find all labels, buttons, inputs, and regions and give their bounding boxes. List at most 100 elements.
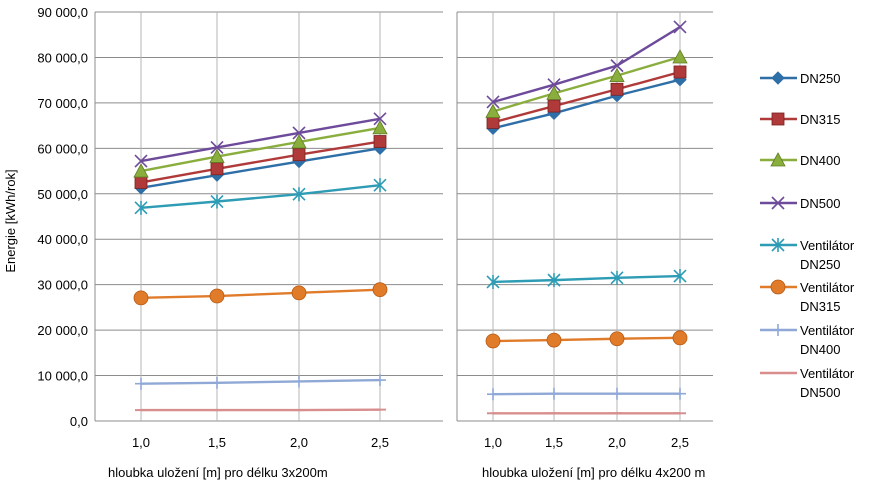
left-panel: 0,0 10 000,0 20 000,0 30 000,0 40 000,0 50 00…: [37, 5, 443, 480]
data-point: [210, 162, 224, 176]
data-point: [610, 270, 624, 285]
x-tick-label: 1,0: [132, 435, 150, 450]
legend-label: Ventilátor: [800, 323, 855, 338]
data-point: [486, 274, 500, 289]
x-tick-label: 2,5: [671, 435, 689, 450]
x-tick-label: 1,5: [545, 435, 563, 450]
legend-label: Ventilátor: [800, 280, 855, 295]
legend-label: DN500: [800, 196, 840, 211]
legend-marker: [770, 279, 786, 295]
legend-label: Ventilátor: [800, 366, 855, 381]
data-point: [673, 65, 687, 79]
data-point: [134, 200, 148, 215]
legend-marker: [771, 238, 785, 252]
legend-marker: [771, 112, 785, 126]
series-ventilator-dn315: [133, 282, 388, 306]
series-dn400: [485, 49, 688, 118]
series-line: [140, 183, 381, 210]
y-tick-label: 80 000,0: [37, 50, 88, 65]
legend-marker: [770, 152, 786, 167]
data-point: [134, 154, 148, 168]
y-axis-label: Energie [kWh/rok]: [3, 169, 18, 272]
y-tick-label: 40 000,0: [37, 232, 88, 247]
data-point: [486, 116, 500, 129]
legend-entry-ventilator-dn315: Ventilátor DN315: [760, 279, 855, 314]
x-axis-label: hloubka uložení [m] pro délku 3x200m: [108, 465, 328, 480]
data-point: [292, 148, 306, 162]
data-point: [485, 333, 501, 349]
data-point: [547, 99, 561, 113]
x-axis-label: hloubka uložení [m] pro délku 4x200 m: [482, 465, 705, 480]
series-line: [492, 78, 681, 130]
legend-label: DN315: [800, 299, 840, 314]
data-point: [610, 59, 624, 73]
data-point: [487, 388, 499, 401]
data-point: [673, 20, 687, 34]
data-point: [610, 82, 624, 96]
legend-entry-ventilator-dn500: Ventilátor DN500: [760, 366, 855, 400]
data-point: [372, 282, 388, 298]
data-point: [373, 178, 387, 193]
data-point: [547, 273, 561, 288]
data-point: [211, 376, 223, 389]
legend-entry-dn400: DN400: [760, 152, 840, 168]
series-line: [140, 140, 381, 184]
data-point: [293, 375, 305, 388]
legend-label: DN315: [800, 112, 840, 127]
x-tick-label: 2,0: [608, 435, 626, 450]
data-point: [209, 148, 225, 163]
data-point: [133, 290, 149, 306]
data-point: [209, 288, 225, 304]
series-ventilator-dn250: [134, 178, 387, 215]
data-point: [611, 387, 623, 400]
series-line: [492, 70, 681, 124]
y-tick-label: 90 000,0: [37, 5, 88, 20]
data-point: [546, 332, 562, 348]
data-point: [672, 49, 688, 64]
data-point: [673, 269, 687, 284]
y-tick-label: 20 000,0: [37, 323, 88, 338]
data-point: [373, 112, 387, 126]
y-tick-label: 30 000,0: [37, 278, 88, 293]
series-ventilator-dn315: [485, 330, 688, 349]
legend-label: Ventilátor: [800, 238, 855, 253]
data-point: [210, 140, 224, 154]
legend-entry-ventilator-dn400: Ventilátor DN400: [760, 323, 855, 357]
series-dn400: [133, 120, 388, 178]
series-dn315: [134, 135, 387, 189]
x-tick-label: 2,0: [290, 435, 308, 450]
series-dn315: [486, 65, 687, 129]
legend-marker: [772, 324, 784, 336]
series-line: [492, 25, 681, 104]
data-point: [546, 85, 562, 100]
data-point: [135, 377, 147, 390]
legend-entry-ventilator-dn250: Ventilátor DN250: [760, 238, 855, 272]
data-point: [485, 103, 501, 118]
legend-marker: [771, 196, 785, 210]
data-point: [609, 67, 625, 83]
series-line: [492, 55, 681, 113]
data-point: [291, 285, 307, 301]
legend-label: DN250: [800, 71, 840, 86]
x-tick-label: 1,5: [208, 435, 226, 450]
right-panel: 1,0 1,5 2,0 2,5 hloubka uložení [m] pro délk…: [456, 11, 713, 480]
series-line: [140, 378, 381, 385]
data-point: [292, 126, 306, 140]
series-dn250: [134, 141, 387, 195]
data-point: [486, 95, 500, 109]
data-point: [374, 374, 386, 387]
legend-label: DN400: [800, 153, 840, 168]
y-tick-label: 0,0: [70, 414, 88, 429]
series-dn500: [134, 112, 387, 168]
data-point: [548, 387, 560, 400]
data-point: [609, 331, 625, 347]
series-line: [492, 274, 681, 284]
series-dn500: [486, 20, 687, 109]
series-line: [492, 336, 681, 343]
legend-label: DN400: [800, 342, 840, 357]
x-tick-label: 2,5: [371, 435, 389, 450]
legend-entry-dn500: DN500: [760, 196, 840, 211]
data-point: [373, 135, 387, 148]
series-line: [140, 147, 381, 190]
series-line: [140, 288, 381, 300]
